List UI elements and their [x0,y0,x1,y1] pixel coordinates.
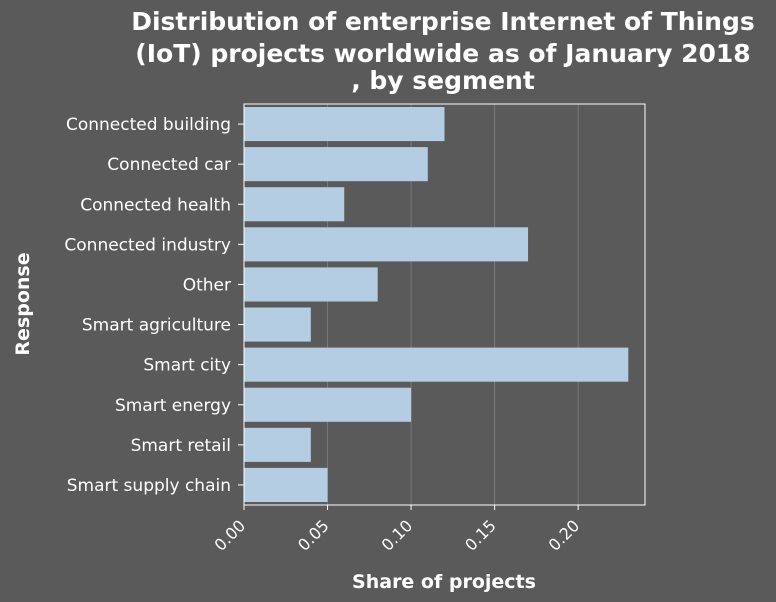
bar [244,387,412,422]
y-axis-ticks: Connected building Connected car Connected… [64,115,244,496]
bar [244,427,311,462]
bar [244,267,378,302]
x-tick-label: 0.15 [461,516,500,555]
category-label: Connected building [66,115,231,135]
bar [244,347,629,382]
x-tick-label: 0.20 [545,516,584,555]
y-axis-title: Response [12,252,34,355]
chart-title: Distribution of enterprise Internet of T… [131,7,755,95]
bar [244,187,345,222]
category-label: Connected industry [64,235,231,255]
plot-frame [243,103,646,506]
bar [244,147,428,182]
category-label: Smart supply chain [67,476,231,496]
x-tick-label: 0.10 [378,516,417,555]
chart-title-line-1: Distribution of enterprise Internet of T… [131,7,755,36]
chart-title-line-3: , by segment [351,66,535,95]
x-axis-ticks: 0.00 0.05 0.10 0.15 0.20 [211,505,584,555]
category-label: Smart energy [115,396,231,416]
category-label: Connected health [80,195,231,215]
bar [244,467,328,502]
bar [244,227,529,262]
chart-title-line-2: (IoT) projects worldwide as of January 2… [135,39,750,68]
category-label: Connected car [107,155,231,175]
category-label: Smart agriculture [82,316,231,336]
bars [244,107,629,502]
category-label: Other [183,275,231,295]
bar [244,307,311,342]
bar [244,107,445,142]
x-tick-label: 0.00 [211,516,250,555]
category-label: Smart retail [131,436,231,456]
x-tick-label: 0.05 [294,516,333,555]
x-axis-title: Share of projects [352,571,536,593]
category-label: Smart city [143,356,231,376]
